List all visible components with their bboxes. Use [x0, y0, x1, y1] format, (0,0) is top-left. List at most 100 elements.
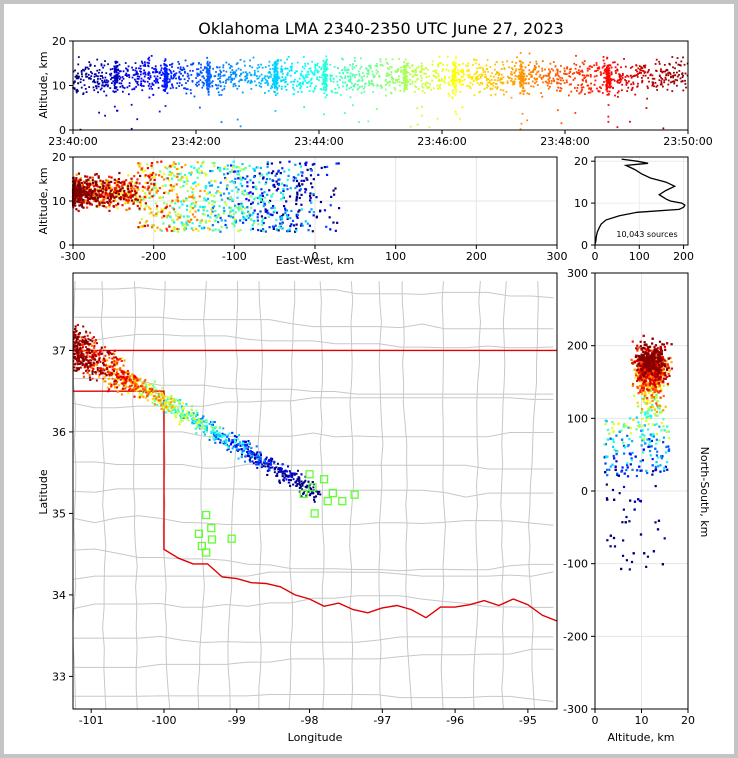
east-west-source [297, 183, 300, 187]
plan-view-source [223, 440, 226, 443]
time-altitude-source [266, 80, 269, 82]
time-altitude-source [645, 107, 648, 109]
east-west-source [191, 202, 195, 205]
time-altitude-source [93, 79, 96, 82]
east-west-source [171, 199, 174, 202]
plan-view-source [247, 452, 250, 455]
time-altitude-source [308, 80, 311, 83]
east-west-source [275, 172, 278, 175]
time-altitude-source [626, 82, 629, 84]
plan-view-source [205, 419, 208, 422]
east-west-source [248, 164, 251, 168]
east-west-source [289, 187, 292, 190]
plan-view-source [214, 432, 217, 435]
east-west-source [227, 214, 230, 218]
time-altitude-source [121, 76, 124, 78]
east-west-source [235, 166, 238, 169]
east-west-source [102, 198, 105, 201]
time-altitude-source [600, 87, 603, 90]
east-west-source [169, 216, 172, 219]
east-west-source [149, 207, 152, 211]
east-west-source [128, 181, 131, 184]
time-altitude-source [109, 74, 112, 77]
time-altitude-source [409, 83, 412, 85]
time-altitude-source [485, 78, 488, 80]
time-altitude-source [197, 68, 200, 71]
time-altitude-source [461, 106, 464, 109]
plan-view-source [301, 484, 304, 487]
east-west-source [109, 197, 112, 201]
time-altitude-source [398, 75, 400, 78]
time-altitude-source [601, 92, 604, 94]
time-altitude-source [522, 90, 525, 93]
time-altitude-source [310, 78, 313, 81]
east-west-source [328, 216, 331, 219]
time-altitude-source [595, 64, 598, 66]
plan-view-source [190, 418, 193, 421]
plan-view-source [311, 481, 314, 484]
time-altitude-source [151, 66, 154, 69]
time-altitude-source [620, 75, 623, 78]
plan-view-source [255, 445, 258, 448]
time-altitude-source [325, 82, 328, 85]
time-altitude-source [403, 68, 406, 71]
east-west-source [185, 222, 188, 225]
time-altitude-source [638, 71, 641, 74]
time-altitude-source [208, 69, 211, 72]
time-altitude-source [146, 61, 149, 64]
plan-view-source [152, 384, 155, 387]
east-west-source [113, 181, 116, 185]
east-west-source [175, 183, 178, 186]
time-altitude-source [147, 77, 150, 79]
time-altitude-source [606, 75, 609, 78]
time-altitude-source [248, 71, 251, 74]
east-west-source [234, 211, 237, 214]
time-altitude-source [389, 65, 392, 68]
east-west-source [171, 171, 174, 175]
time-altitude-source [475, 62, 477, 65]
time-altitude-source [125, 67, 127, 70]
east-west-ytick-label: 20 [52, 151, 66, 164]
time-altitude-source [89, 77, 92, 80]
time-altitude-source [647, 70, 650, 73]
east-west-source [177, 167, 180, 170]
east-west-source [103, 205, 106, 208]
time-altitude-source [391, 78, 394, 81]
time-altitude-source [313, 70, 316, 72]
county-boundary [73, 397, 554, 409]
plan-view-source [278, 479, 281, 482]
time-altitude-source [268, 71, 271, 73]
time-altitude-source [116, 89, 119, 91]
time-altitude-source [665, 74, 668, 77]
time-altitude-source [636, 85, 639, 88]
east-west-source [232, 160, 235, 163]
east-west-source [262, 200, 265, 204]
time-altitude-source [219, 80, 221, 82]
plan-view-source [238, 448, 241, 451]
time-altitude-source [653, 77, 656, 80]
time-altitude-source [519, 68, 522, 71]
plan-view-source [212, 433, 215, 436]
east-west-source [202, 198, 206, 202]
east-west-source [118, 191, 121, 194]
east-west-source [126, 185, 130, 188]
time-altitude-source [403, 64, 405, 67]
time-altitude-source [314, 68, 317, 71]
plan-view-source [281, 472, 284, 475]
plan-view-source [289, 471, 292, 474]
east-west-source [282, 213, 285, 216]
east-west-source [185, 221, 188, 224]
time-altitude-source [206, 67, 208, 70]
east-west-source [305, 161, 308, 164]
time-altitude-source [100, 87, 103, 90]
plan-view-source [218, 427, 221, 430]
time-altitude-source [457, 73, 460, 76]
time-altitude-source [390, 75, 393, 78]
time-altitude-source [103, 90, 105, 93]
time-altitude-source [264, 75, 267, 78]
time-altitude-source [495, 61, 498, 63]
time-altitude-source [612, 87, 614, 89]
time-altitude-source [272, 80, 275, 83]
time-altitude-source [97, 78, 99, 80]
east-west-source [130, 180, 133, 183]
